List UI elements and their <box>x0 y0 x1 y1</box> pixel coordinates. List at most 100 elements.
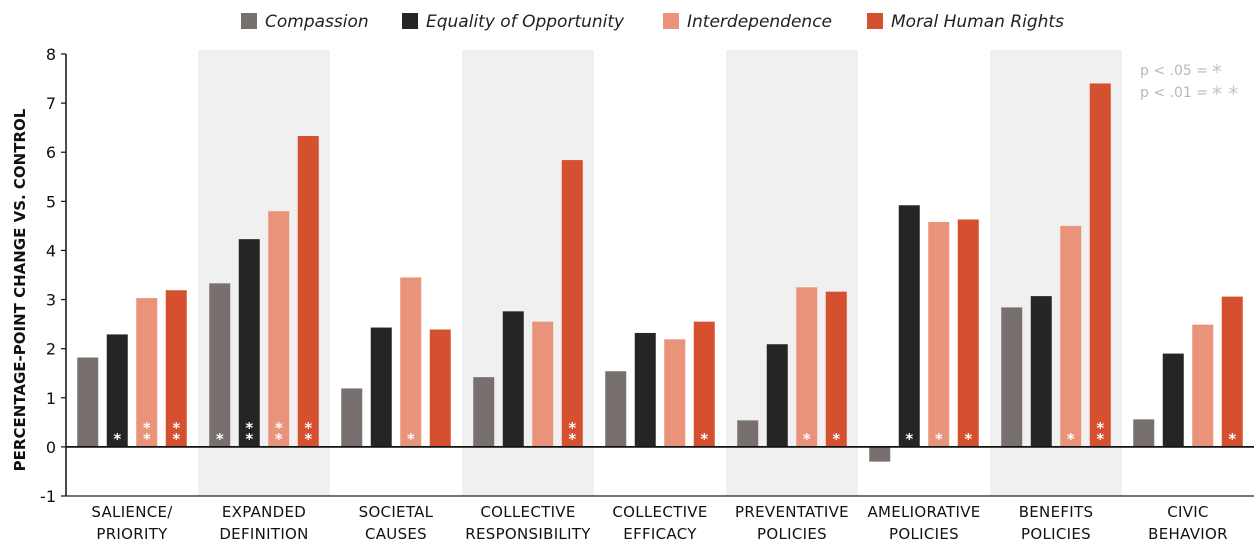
significance-star: * <box>245 419 253 437</box>
significance-star: * <box>568 430 576 448</box>
bar <box>370 327 392 447</box>
bar <box>928 221 950 447</box>
bar <box>693 321 715 447</box>
category-bands <box>198 50 1122 496</box>
legend: Compassion Equality of Opportunity Interde… <box>241 12 1064 32</box>
bar <box>869 446 891 462</box>
bar <box>1162 353 1184 447</box>
x-category-label: COLLECTIVE <box>480 503 575 521</box>
bar <box>77 357 99 447</box>
significance-key-label: p < .05 = <box>1140 63 1208 79</box>
significance-key: p < .05 = *p < .01 = * * <box>1140 60 1238 106</box>
bar <box>766 344 788 447</box>
x-category-label: CIVIC <box>1167 503 1209 521</box>
bar <box>664 339 686 447</box>
significance-star: * <box>905 430 913 448</box>
x-category-label: SOCIETAL <box>359 503 434 521</box>
bar <box>268 211 290 447</box>
bar <box>957 219 979 447</box>
bar <box>605 371 627 447</box>
bar <box>297 136 319 447</box>
bar <box>634 332 656 447</box>
bar <box>825 291 847 447</box>
y-tick-label: 6 <box>46 143 56 162</box>
bar <box>737 420 759 447</box>
x-category-label: COLLECTIVE <box>612 503 707 521</box>
significance-star: * <box>172 419 180 437</box>
significance-key-stars: * * <box>1212 82 1238 106</box>
significance-star: * <box>245 430 253 448</box>
significance-star: * <box>113 430 121 448</box>
significance-star: * <box>1228 430 1236 448</box>
x-category-label: AMELIORATIVE <box>867 503 980 521</box>
bar <box>1221 296 1243 447</box>
significance-star: * <box>700 430 708 448</box>
legend-label: Interdependence <box>687 12 832 32</box>
x-category-label: POLICIES <box>889 525 959 543</box>
significance-star: * <box>407 430 415 448</box>
y-tick-label: 1 <box>46 389 56 408</box>
x-category-label: BEHAVIOR <box>1148 525 1228 543</box>
bar <box>136 298 158 447</box>
legend-swatch <box>241 13 257 29</box>
bar <box>1030 296 1052 447</box>
significance-star: * <box>964 430 972 448</box>
y-tick-label: 5 <box>46 192 56 211</box>
bar <box>1001 307 1023 447</box>
significance-key-stars: * <box>1212 60 1222 84</box>
significance-star: * <box>1096 419 1104 437</box>
bar <box>473 377 495 447</box>
significance-star: * <box>803 430 811 448</box>
bar <box>341 388 363 447</box>
x-category-label: EXPANDED <box>222 503 306 521</box>
bar <box>1089 83 1111 447</box>
significance-star: * <box>172 430 180 448</box>
significance-star: * <box>1067 430 1075 448</box>
y-axis-label: PERCENTAGE-POINT CHANGE VS. CONTROL <box>11 108 29 471</box>
y-tick-label: 4 <box>46 241 56 260</box>
bar <box>238 239 260 447</box>
significance-star: * <box>143 419 151 437</box>
bar <box>532 321 554 447</box>
significance-star: * <box>275 419 283 437</box>
legend-label: Equality of Opportunity <box>426 12 625 32</box>
bar <box>1192 324 1214 447</box>
x-category-label: EFFICACY <box>623 525 697 543</box>
bar <box>429 329 451 447</box>
legend-swatch <box>663 13 679 29</box>
significance-star: * <box>275 430 283 448</box>
x-category-label: DEFINITION <box>219 525 308 543</box>
legend-label: Compassion <box>265 12 369 32</box>
bar <box>400 277 422 447</box>
y-tick-label: -1 <box>40 487 56 506</box>
x-axis: SALIENCE/PRIORITY EXPANDED DEFINITION SOCIE… <box>66 445 1254 543</box>
legend-swatch <box>867 13 883 29</box>
bar <box>898 205 920 447</box>
y-axis: -1 0 1 2 3 4 5 6 7 8 <box>40 45 67 506</box>
significance-star: * <box>935 430 943 448</box>
bar <box>561 160 583 447</box>
legend-swatch <box>402 13 418 29</box>
significance-star: * <box>304 419 312 437</box>
x-category-label: CAUSES <box>365 525 427 543</box>
bar <box>165 290 187 447</box>
bar <box>796 287 818 447</box>
bar <box>502 311 524 447</box>
bar <box>1133 419 1155 447</box>
significance-star: * <box>568 419 576 437</box>
bar <box>209 283 231 447</box>
y-tick-label: 0 <box>46 438 56 457</box>
y-tick-label: 8 <box>46 45 56 64</box>
bar <box>106 334 128 447</box>
y-tick-label: 7 <box>46 94 56 113</box>
x-category-label: POLICIES <box>1021 525 1091 543</box>
significance-star: * <box>216 430 224 448</box>
x-category-label: BENEFITS <box>1019 503 1094 521</box>
x-category-label: SALIENCE/ <box>91 503 173 521</box>
significance-star: * <box>143 430 151 448</box>
significance-markers: ***** ******* *** * * * * * * *** * <box>113 419 1236 448</box>
significance-star: * <box>304 430 312 448</box>
y-tick-label: 2 <box>46 340 56 359</box>
x-category-label: PREVENTATIVE <box>735 503 849 521</box>
